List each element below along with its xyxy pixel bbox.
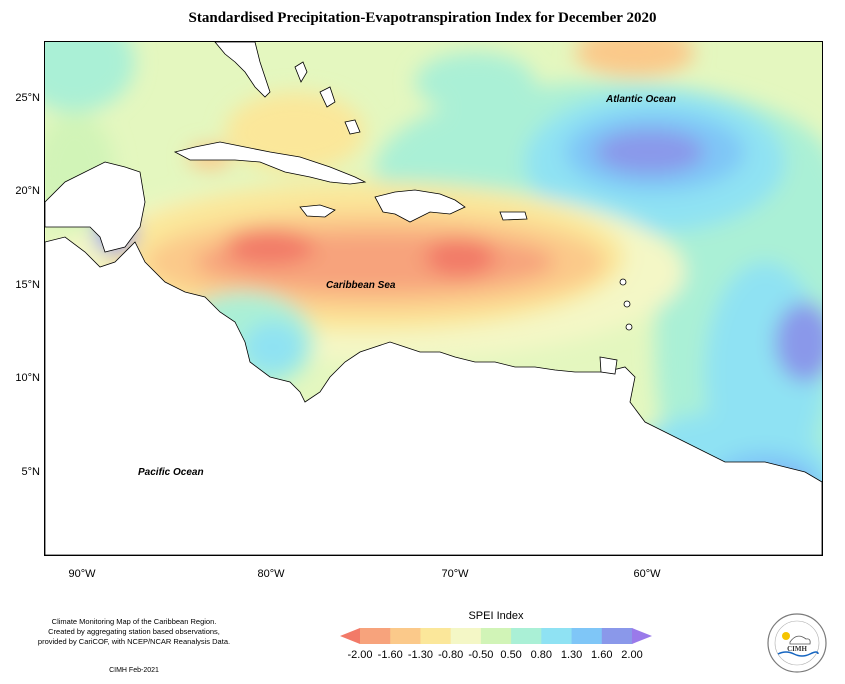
- lat-tick-5n: 5°N: [21, 466, 40, 478]
- credits-line-3: provided by CariCOF, with NCEP/NCAR Rean…: [37, 637, 231, 646]
- lat-tick-25n: 25°N: [15, 92, 40, 104]
- legend-swatch: [541, 628, 573, 644]
- legend-swatch: [601, 628, 633, 644]
- legend-tick-label: -0.50: [468, 649, 494, 661]
- credits-line-1: Climate Monitoring Map of the Caribbean …: [51, 617, 217, 626]
- legend-swatch: [480, 628, 512, 644]
- lat-tick-10n: 10°N: [15, 372, 40, 384]
- legend-title: SPEI Index: [468, 610, 524, 622]
- legend-tick-label: -1.60: [377, 649, 403, 661]
- legend-swatch: [420, 628, 452, 644]
- legend-tick-label: -0.80: [438, 649, 464, 661]
- caribbean-sea-label: Caribbean Sea: [326, 280, 396, 291]
- lat-tick-15n: 15°N: [15, 279, 40, 291]
- legend-tick-label: 2.00: [621, 649, 643, 661]
- credits-line-2: Created by aggregating station based obs…: [48, 627, 220, 636]
- logo-text: CIMH: [787, 645, 807, 653]
- spei-field: [45, 42, 822, 555]
- legend-tick-label: 1.60: [591, 649, 613, 661]
- lon-tick-80w: 80°W: [257, 568, 285, 580]
- legend-swatch: [571, 628, 603, 644]
- made-by: CIMH Feb-2021: [109, 667, 159, 674]
- legend-swatch: [450, 628, 482, 644]
- lon-tick-60w: 60°W: [633, 568, 661, 580]
- legend-tick-label: 1.30: [560, 649, 583, 661]
- legend-tick-label: -1.30: [407, 649, 433, 661]
- legend-swatch-high-extreme: [632, 628, 652, 644]
- lon-tick-90w: 90°W: [68, 568, 96, 580]
- lon-tick-70w: 70°W: [441, 568, 469, 580]
- legend-colorbar: [340, 628, 652, 644]
- legend-swatch: [360, 628, 391, 644]
- legend-tick-label: -2.00: [347, 649, 373, 661]
- legend-tick-label: 0.80: [530, 649, 553, 661]
- lat-tick-20n: 20°N: [15, 185, 40, 197]
- cimh-logo: CIMH: [767, 613, 827, 673]
- map-credits: Climate Monitoring Map of the Caribbean …: [14, 617, 254, 647]
- map-title: Standardised Precipitation-Evapotranspir…: [188, 10, 657, 26]
- pacific-ocean-label: Pacific Ocean: [138, 467, 204, 478]
- legend-tick-label: 0.50: [500, 649, 522, 661]
- atlantic-ocean-label: Atlantic Ocean: [606, 94, 677, 105]
- land-masses: [45, 42, 822, 555]
- legend-swatch: [511, 628, 542, 644]
- legend-swatch: [390, 628, 421, 644]
- spei-map: [44, 41, 823, 556]
- legend-swatch-low-extreme: [340, 628, 360, 644]
